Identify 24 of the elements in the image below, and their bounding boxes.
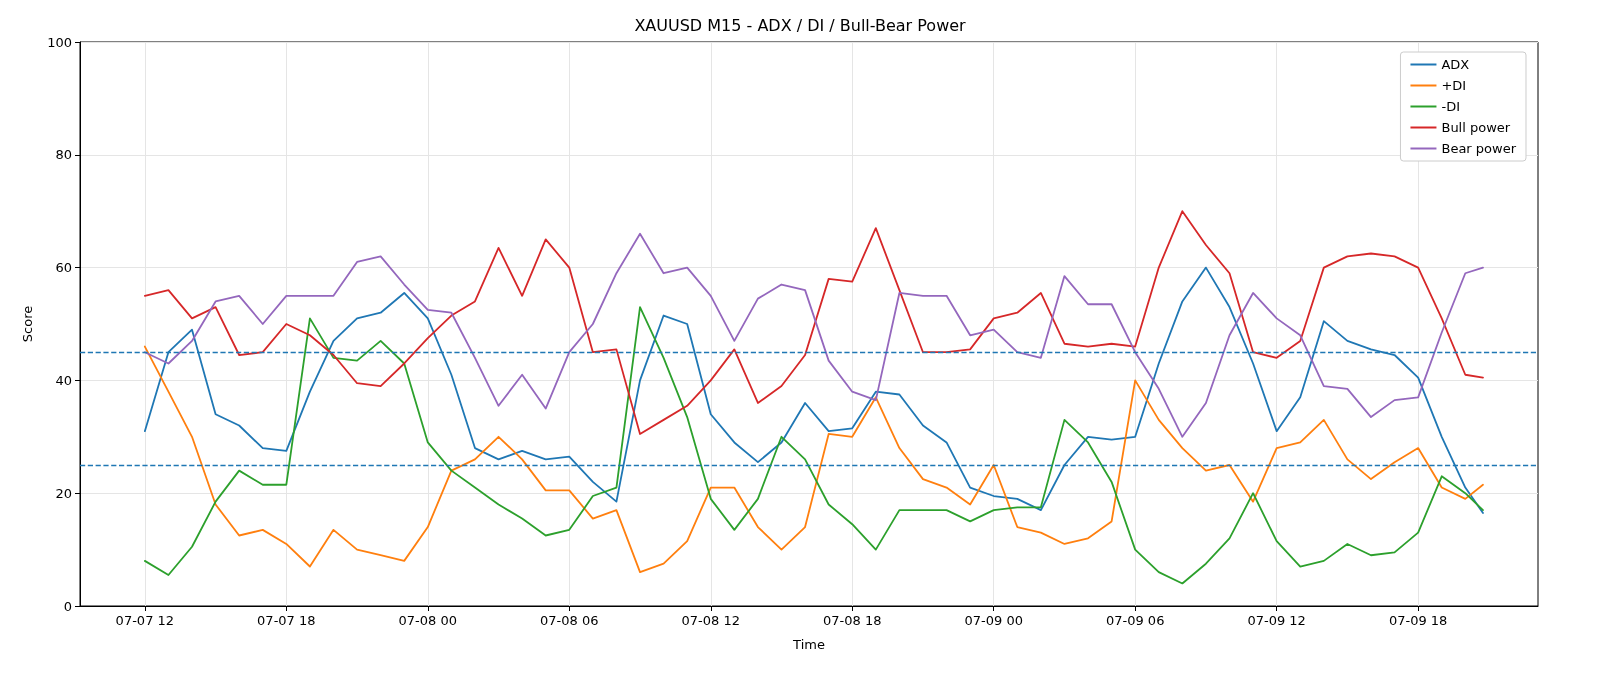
x-axis-title: Time	[792, 637, 825, 652]
legend-label: Bear power	[1441, 141, 1517, 156]
legend-label: ADX	[1441, 57, 1470, 72]
y-tick-label: 80	[55, 147, 72, 163]
chart-title: XAUUSD M15 - ADX / DI / Bull-Bear Power	[634, 15, 967, 35]
x-tick-label: 07-09 18	[1388, 613, 1448, 628]
y-tick-label: 0	[63, 598, 72, 614]
y-tick-label: 60	[55, 260, 72, 276]
y-tick-label: 100	[47, 34, 72, 50]
x-tick-label: 07-08 18	[823, 613, 882, 628]
y-tick-label: 20	[55, 485, 72, 501]
x-tick-label: 07-07 12	[115, 613, 175, 628]
x-tick-label: 07-08 00	[398, 613, 458, 628]
legend-label: -DI	[1441, 99, 1461, 114]
x-tick-label: 07-09 12	[1247, 613, 1306, 628]
x-tick-label: 07-09 06	[1105, 613, 1165, 628]
x-tick-label: 07-08 06	[540, 613, 599, 628]
x-tick-label: 07-09 00	[964, 613, 1023, 628]
x-tick-label: 07-08 12	[681, 613, 740, 628]
y-axis-title: Score	[20, 305, 35, 343]
legend-label: +DI	[1441, 78, 1467, 93]
legend-label: Bull power	[1441, 120, 1511, 135]
y-tick-label: 40	[55, 372, 72, 388]
x-tick-label: 07-07 18	[257, 613, 316, 628]
